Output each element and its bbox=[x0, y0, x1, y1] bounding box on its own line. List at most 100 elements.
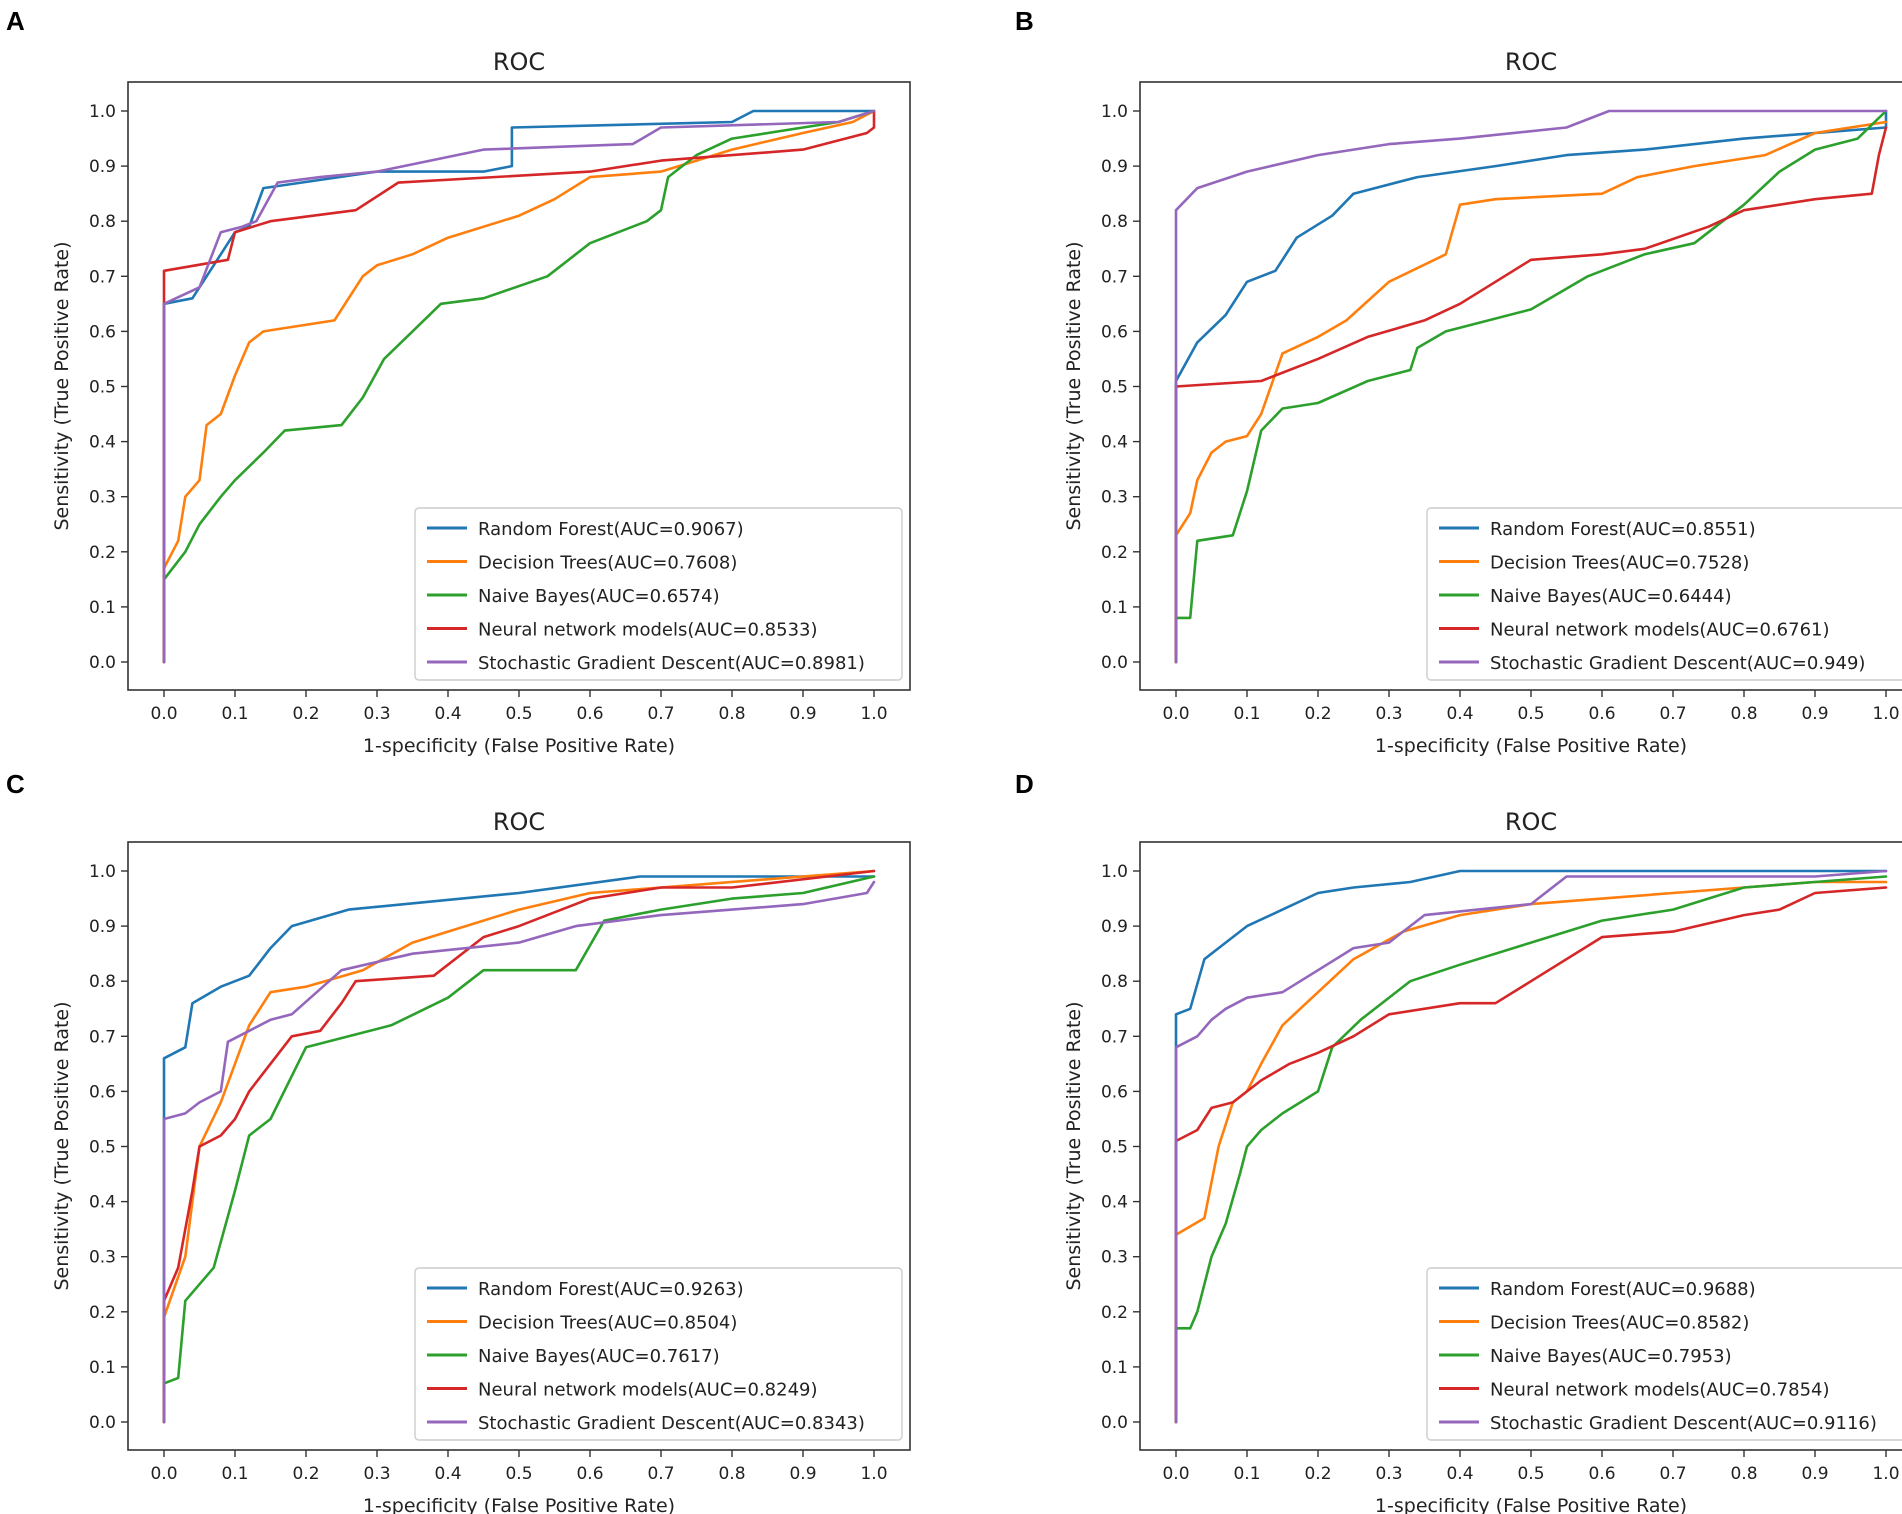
legend-label-1: Random Forest(AUC=0.9263) bbox=[478, 1279, 744, 1300]
x-axis-label: 1-specificity (False Positive Rate) bbox=[363, 1495, 675, 1514]
x-tick-label: 0.6 bbox=[1588, 704, 1615, 724]
legend-label-1: Random Forest(AUC=0.8551) bbox=[1490, 519, 1756, 540]
legend-label-3: Naive Bayes(AUC=0.7953) bbox=[1490, 1346, 1732, 1367]
x-tick-label: 0.4 bbox=[1446, 704, 1473, 724]
x-tick-label: 0.3 bbox=[363, 1464, 390, 1484]
y-tick-label: 0.9 bbox=[89, 917, 116, 937]
y-tick-label: 0.2 bbox=[89, 543, 116, 563]
x-tick-label: 0.2 bbox=[292, 1464, 319, 1484]
x-tick-label: 0.2 bbox=[292, 704, 319, 724]
roc-line-series-4 bbox=[1174, 126, 1888, 664]
legend-label-2: Decision Trees(AUC=0.7528) bbox=[1490, 553, 1749, 574]
y-tick-label: 0.6 bbox=[89, 1082, 116, 1102]
x-tick-label: 0.6 bbox=[1588, 1464, 1615, 1484]
x-tick-label: 0.3 bbox=[1375, 704, 1402, 724]
x-axis-label: 1-specificity (False Positive Rate) bbox=[363, 735, 675, 757]
panel-A: A ROC 0.0 0.1 0.2 0.3 0.4 0.5 0.6 0.7 0.8 0.9 1.0 0.… bbox=[6, 6, 911, 757]
x-tick-label: 0.8 bbox=[1730, 1464, 1757, 1484]
roc-line-series-2 bbox=[1174, 120, 1888, 664]
roc-line-series-3 bbox=[1174, 875, 1888, 1424]
x-tick-label: 0.7 bbox=[647, 704, 674, 724]
legend-label-2: Decision Trees(AUC=0.7608) bbox=[478, 553, 737, 574]
x-tick-label: 0.0 bbox=[1162, 1464, 1189, 1484]
y-tick-label: 0.5 bbox=[1101, 378, 1128, 398]
chart-title: ROC bbox=[1505, 808, 1557, 836]
x-tick-label: 0.6 bbox=[576, 704, 603, 724]
roc-line-series-2 bbox=[1174, 880, 1888, 1424]
legend-label-4: Neural network models(AUC=0.8533) bbox=[478, 620, 818, 641]
y-tick-label: 0.4 bbox=[89, 433, 116, 453]
panel-C: C ROC 0.0 0.1 0.2 0.3 0.4 0.5 0.6 0.7 0.8 0.9 1.0 0.… bbox=[6, 769, 911, 1514]
panel-letter-D: D bbox=[1015, 769, 1034, 799]
y-tick-label: 0.1 bbox=[89, 598, 116, 618]
roc-line-series-4 bbox=[162, 869, 876, 1424]
y-tick-label: 0.6 bbox=[1101, 322, 1128, 342]
x-tick-label: 0.2 bbox=[1304, 1464, 1331, 1484]
y-tick-label: 0.7 bbox=[89, 267, 116, 287]
chart-title: ROC bbox=[493, 48, 545, 76]
y-tick-label: 0.4 bbox=[1101, 433, 1128, 453]
roc-line-series-3 bbox=[1174, 109, 1888, 664]
x-tick-label: 0.7 bbox=[1659, 1464, 1686, 1484]
roc-line-series-2 bbox=[162, 869, 876, 1424]
x-axis-label: 1-specificity (False Positive Rate) bbox=[1375, 1495, 1687, 1514]
roc-line-series-4 bbox=[162, 109, 876, 664]
x-tick-label: 0.5 bbox=[505, 704, 532, 724]
x-tick-label: 0.8 bbox=[1730, 704, 1757, 724]
legend-label-5: Stochastic Gradient Descent(AUC=0.949) bbox=[1490, 653, 1865, 674]
x-tick-label: 0.1 bbox=[221, 704, 248, 724]
legend-label-5: Stochastic Gradient Descent(AUC=0.8981) bbox=[478, 653, 865, 674]
panel-letter-C: C bbox=[6, 769, 25, 799]
y-tick-label: 0.8 bbox=[1101, 212, 1128, 232]
chart-title: ROC bbox=[493, 808, 545, 836]
y-tick-label: 0.7 bbox=[89, 1027, 116, 1047]
y-tick-label: 0.2 bbox=[89, 1303, 116, 1323]
roc-line-series-3 bbox=[162, 875, 876, 1424]
panel-letter-B: B bbox=[1015, 6, 1034, 36]
y-tick-label: 1.0 bbox=[1101, 862, 1128, 882]
y-tick-label: 0.0 bbox=[89, 1413, 116, 1433]
x-tick-label: 0.0 bbox=[150, 1464, 177, 1484]
x-tick-label: 1.0 bbox=[860, 1464, 887, 1484]
x-tick-label: 0.2 bbox=[1304, 704, 1331, 724]
roc-line-series-1 bbox=[162, 109, 876, 664]
roc-line-series-5 bbox=[162, 880, 876, 1424]
chart-title: ROC bbox=[1505, 48, 1557, 76]
y-tick-label: 0.0 bbox=[89, 653, 116, 673]
roc-line-series-1 bbox=[162, 875, 876, 1424]
panel-B: B ROC 0.0 0.1 0.2 0.3 0.4 0.5 0.6 0.7 0.8 0.9 1.0 0.… bbox=[1015, 6, 1902, 757]
roc-line-series-4 bbox=[1174, 886, 1888, 1424]
x-tick-label: 0.3 bbox=[363, 704, 390, 724]
y-tick-label: 0.9 bbox=[89, 157, 116, 177]
y-tick-label: 0.1 bbox=[1101, 598, 1128, 618]
y-tick-label: 0.8 bbox=[89, 972, 116, 992]
y-tick-label: 0.9 bbox=[1101, 157, 1128, 177]
legend-label-4: Neural network models(AUC=0.7854) bbox=[1490, 1380, 1830, 1401]
x-tick-label: 0.7 bbox=[1659, 704, 1686, 724]
x-tick-label: 0.4 bbox=[434, 704, 461, 724]
y-tick-label: 0.3 bbox=[89, 488, 116, 508]
roc-line-series-1 bbox=[1174, 869, 1888, 1424]
x-tick-label: 1.0 bbox=[1872, 1464, 1899, 1484]
y-tick-label: 0.6 bbox=[1101, 1082, 1128, 1102]
x-tick-label: 0.9 bbox=[1801, 704, 1828, 724]
legend-label-3: Naive Bayes(AUC=0.6444) bbox=[1490, 586, 1732, 607]
y-tick-label: 0.4 bbox=[89, 1193, 116, 1213]
x-tick-label: 0.4 bbox=[434, 1464, 461, 1484]
x-tick-label: 0.0 bbox=[1162, 704, 1189, 724]
roc-line-series-5 bbox=[1174, 869, 1888, 1424]
x-tick-label: 0.9 bbox=[1801, 1464, 1828, 1484]
y-axis-label: Sensitivity (True Positive Rate) bbox=[51, 241, 73, 530]
legend-box bbox=[1426, 507, 1902, 681]
legend-label-4: Neural network models(AUC=0.6761) bbox=[1490, 620, 1830, 641]
y-tick-label: 0.3 bbox=[1101, 488, 1128, 508]
y-axis-label: Sensitivity (True Positive Rate) bbox=[51, 1001, 73, 1290]
roc-line-series-1 bbox=[1174, 109, 1888, 664]
y-tick-label: 0.1 bbox=[89, 1358, 116, 1378]
x-tick-label: 0.0 bbox=[150, 704, 177, 724]
y-tick-label: 0.0 bbox=[1101, 1413, 1128, 1433]
legend-label-5: Stochastic Gradient Descent(AUC=0.9116) bbox=[1490, 1413, 1877, 1434]
x-tick-label: 0.1 bbox=[1233, 704, 1260, 724]
x-tick-label: 0.1 bbox=[221, 1464, 248, 1484]
